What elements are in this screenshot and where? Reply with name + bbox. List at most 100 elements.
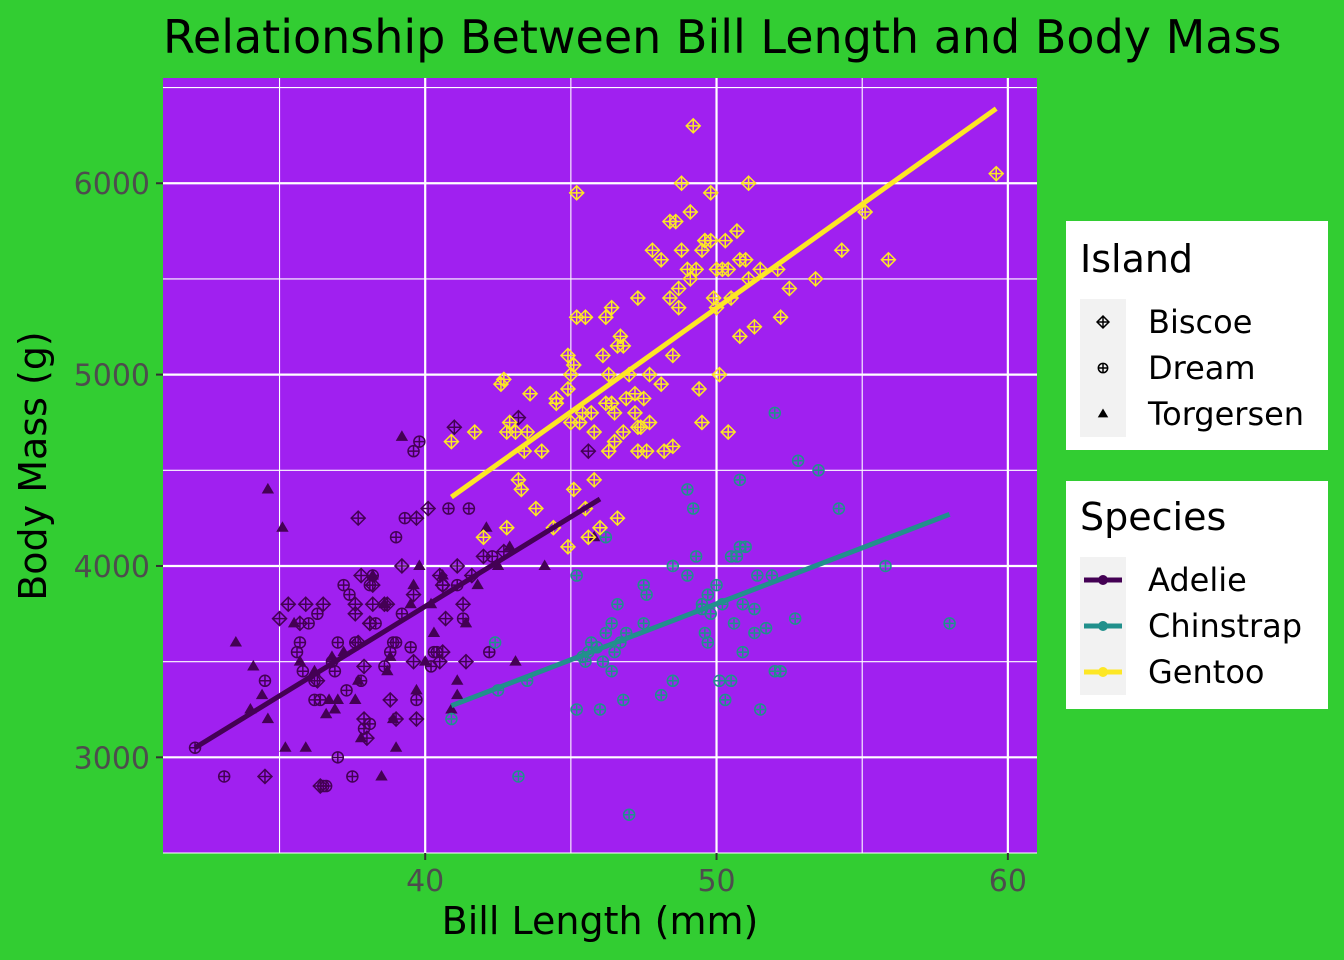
data-point xyxy=(661,213,678,230)
data-point xyxy=(772,309,789,326)
data-point xyxy=(713,674,726,688)
data-point xyxy=(491,559,505,570)
data-point xyxy=(466,423,483,441)
legend-label: Adelie xyxy=(1148,561,1247,599)
data-point xyxy=(410,693,423,707)
data-point xyxy=(388,710,405,728)
data-point xyxy=(449,557,466,575)
data-point xyxy=(280,596,297,613)
data-point xyxy=(389,636,403,649)
data-point xyxy=(664,347,681,364)
data-point xyxy=(594,347,611,364)
data-point xyxy=(753,703,767,716)
data-point xyxy=(748,626,761,640)
data-point xyxy=(606,404,623,421)
fit-line-gentoo xyxy=(449,106,998,500)
x-tick-label: 60 xyxy=(989,864,1027,899)
data-point xyxy=(462,502,476,515)
data-point xyxy=(405,653,422,670)
data-point xyxy=(358,730,375,747)
data-point xyxy=(498,519,515,536)
data-point xyxy=(644,242,661,259)
data-point xyxy=(807,270,824,287)
data-point xyxy=(608,645,621,659)
data-point xyxy=(733,473,747,487)
data-point xyxy=(740,175,757,192)
data-point xyxy=(420,500,437,517)
data-point xyxy=(833,242,850,259)
data-point xyxy=(720,423,737,441)
data-point xyxy=(641,414,658,431)
data-point xyxy=(702,184,719,201)
data-point xyxy=(319,707,333,719)
data-point xyxy=(857,203,874,221)
data-point xyxy=(471,578,484,590)
data-point xyxy=(361,615,378,632)
data-point xyxy=(443,433,460,450)
data-point xyxy=(346,770,359,783)
data-point xyxy=(600,366,617,383)
data-point xyxy=(456,612,470,625)
data-point xyxy=(311,607,324,621)
data-point xyxy=(577,309,594,326)
data-point xyxy=(410,683,423,695)
data-point xyxy=(617,693,630,707)
x-axis: 40 50 60 xyxy=(406,853,1027,899)
data-point xyxy=(297,596,314,613)
data-point xyxy=(457,653,475,670)
data-point xyxy=(988,165,1005,182)
data-point xyxy=(591,519,609,536)
data-point xyxy=(670,299,687,316)
data-point xyxy=(640,588,653,601)
data-point xyxy=(710,578,723,592)
data-point xyxy=(597,395,614,412)
data-point xyxy=(347,605,364,622)
data-point xyxy=(603,299,620,316)
data-point xyxy=(637,617,650,630)
data-point xyxy=(431,653,448,670)
data-point xyxy=(629,443,646,460)
fit-line-chinstrap xyxy=(450,511,951,708)
x-tick-label: 50 xyxy=(697,864,735,899)
data-point xyxy=(724,550,738,563)
data-point xyxy=(568,184,585,201)
data-point xyxy=(681,569,694,582)
data-point xyxy=(299,741,312,752)
y-axis: 3000 4000 5000 6000 xyxy=(74,167,163,776)
data-point xyxy=(879,559,892,573)
y-tick-label: 5000 xyxy=(74,359,150,394)
data-point xyxy=(353,567,370,584)
fit-lines xyxy=(193,106,998,750)
data-point xyxy=(791,454,805,467)
legend-key-dream xyxy=(1097,362,1109,374)
data-point xyxy=(349,693,362,704)
data-point xyxy=(445,702,458,714)
data-point xyxy=(407,444,420,458)
data-point xyxy=(600,443,617,460)
data-point xyxy=(737,251,754,268)
data-point xyxy=(446,419,463,436)
data-point xyxy=(413,435,426,448)
data-point xyxy=(509,655,522,666)
data-point xyxy=(593,703,607,716)
data-point xyxy=(605,664,618,678)
data-point xyxy=(559,538,577,555)
data-point xyxy=(690,380,708,398)
data-point xyxy=(832,502,846,515)
data-point xyxy=(626,404,644,421)
data-point xyxy=(331,693,344,704)
data-point xyxy=(480,521,493,532)
data-point xyxy=(483,645,496,659)
data-point xyxy=(629,290,646,307)
data-point xyxy=(570,703,583,716)
data-point xyxy=(559,380,577,398)
data-point xyxy=(261,712,275,724)
data-point xyxy=(731,328,748,345)
data-point xyxy=(693,414,711,431)
data-point xyxy=(389,531,403,544)
data-point xyxy=(350,510,367,527)
data-point xyxy=(586,423,603,441)
data-point xyxy=(580,529,597,546)
data-point xyxy=(739,540,752,554)
